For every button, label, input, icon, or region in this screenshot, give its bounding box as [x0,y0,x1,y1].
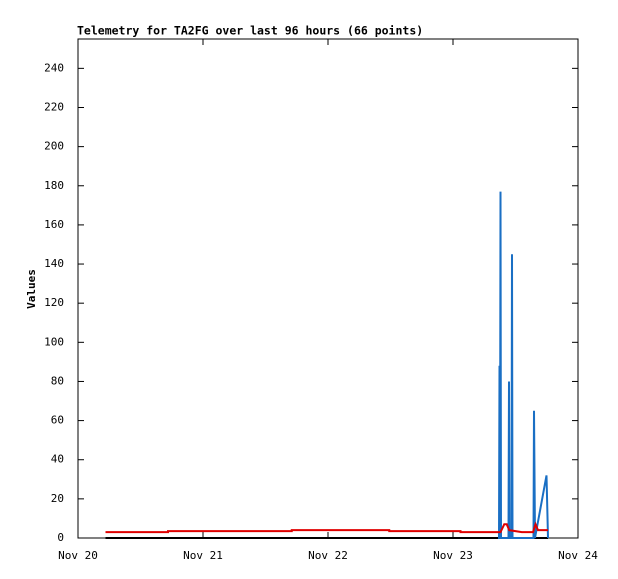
y-tick-label: 180 [44,179,64,192]
y-tick-label: 80 [51,374,64,387]
y-tick-label: 200 [44,140,64,153]
series-line [105,521,548,534]
y-tick-label: 160 [44,218,64,231]
chart-title: Telemetry for TA2FG over last 96 hours (… [77,24,423,38]
y-tick-label: 140 [44,257,64,270]
y-tick-label: 120 [44,296,64,309]
y-tick-label: 0 [57,531,64,544]
y-tick-label: 60 [51,414,64,427]
x-tick-label: Nov 21 [183,549,223,562]
series-line [498,191,549,539]
y-axis-label: Values [25,269,38,309]
y-tick-label: 20 [51,492,64,505]
x-tick-label: Nov 20 [58,549,98,562]
plot-frame [77,38,579,539]
x-tick-label: Nov 23 [433,549,473,562]
y-tick-label: 40 [51,453,64,466]
x-tick-label: Nov 24 [558,549,598,562]
y-tick-label: 240 [44,61,64,74]
y-tick-label: 100 [44,335,64,348]
y-tick-label: 220 [44,100,64,113]
x-tick-label: Nov 22 [308,549,348,562]
